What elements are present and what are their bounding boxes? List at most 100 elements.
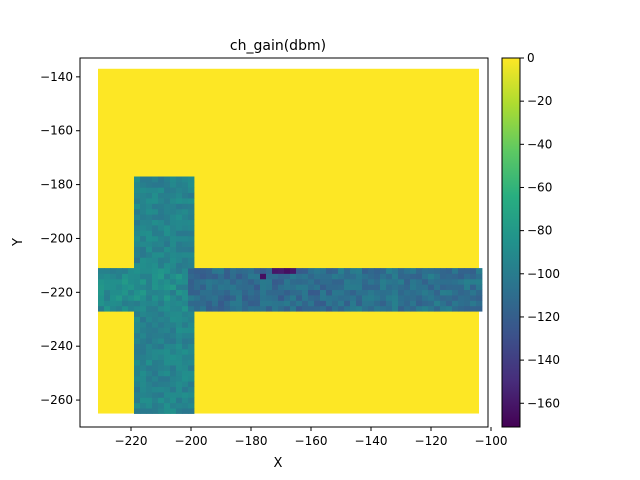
heatmap-cell — [104, 305, 111, 312]
heatmap-cell — [140, 381, 147, 387]
heatmap-cell — [254, 268, 261, 274]
heatmap-cell — [140, 284, 147, 291]
heatmap-cell — [158, 327, 165, 334]
heatmap-cell — [362, 295, 369, 301]
heatmap-cell — [152, 381, 159, 387]
colorbar-tick-label: −160 — [527, 396, 560, 410]
heatmap-cell — [398, 300, 405, 307]
heatmap-cell — [158, 198, 165, 204]
heatmap-cell — [380, 295, 387, 301]
heatmap-cell — [146, 402, 153, 409]
heatmap-cell — [146, 192, 153, 199]
heatmap-cell — [188, 359, 195, 366]
heatmap-cell — [134, 391, 141, 398]
heatmap-cell — [278, 273, 285, 280]
heatmap-cell — [152, 181, 159, 188]
heatmap-cell — [182, 365, 189, 371]
heatmap-cell — [134, 219, 141, 226]
heatmap-cell — [428, 300, 435, 307]
heatmap-cell — [260, 295, 267, 301]
heatmap-cell — [236, 268, 243, 274]
heatmap-cell — [158, 181, 165, 188]
heatmap-cell — [140, 402, 147, 409]
heatmap-cell — [326, 278, 333, 285]
heatmap-cell — [326, 305, 333, 312]
heatmap-cell — [140, 391, 147, 398]
heatmap-cell — [200, 289, 207, 296]
heatmap-cell — [164, 397, 171, 404]
heatmap-cell — [140, 343, 147, 350]
heatmap-cell — [380, 273, 387, 280]
heatmap-cell — [98, 300, 105, 307]
heatmap-cell — [176, 327, 183, 334]
heatmap-cell — [368, 305, 375, 312]
heatmap-cell — [146, 262, 153, 269]
heatmap-cell — [116, 284, 123, 291]
heatmap-cell — [194, 295, 201, 301]
heatmap-cell — [368, 289, 375, 296]
heatmap-cell — [392, 278, 399, 285]
heatmap-cell — [242, 300, 249, 307]
heatmap-cell — [260, 305, 267, 312]
heatmap-cell — [158, 316, 165, 323]
heatmap-cell — [404, 284, 411, 291]
heatmap-cell — [320, 284, 327, 291]
heatmap-cell — [260, 284, 267, 291]
heatmap-cell — [344, 273, 351, 280]
heatmap-cell — [476, 305, 483, 312]
heatmap-cell — [140, 332, 147, 339]
heatmap-cell — [194, 305, 201, 312]
heatmap-cell — [176, 332, 183, 339]
heatmap-cell — [182, 192, 189, 199]
heatmap-cell — [182, 181, 189, 188]
heatmap-cell — [134, 386, 141, 393]
heatmap-cell — [164, 295, 171, 301]
heatmap-cell — [296, 295, 303, 301]
heatmap-cell — [242, 289, 249, 296]
heatmap-cell — [182, 214, 189, 221]
heatmap-cell — [308, 305, 315, 312]
heatmap-cell — [176, 214, 183, 221]
heatmap-cell — [188, 397, 195, 404]
heatmap-cell — [188, 219, 195, 226]
heatmap-cell — [380, 300, 387, 307]
heatmap-cell — [302, 300, 309, 307]
heatmap-cell — [356, 268, 363, 274]
heatmap-cell — [188, 198, 195, 204]
heatmap-cell — [404, 278, 411, 285]
heatmap-cell — [158, 365, 165, 371]
heatmap-cell — [188, 348, 195, 355]
heatmap-cell — [188, 235, 195, 242]
heatmap-cell — [314, 284, 321, 291]
heatmap-cell — [428, 305, 435, 312]
heatmap-cell — [248, 305, 255, 312]
heatmap-cell — [176, 187, 183, 194]
heatmap-cell — [338, 268, 345, 274]
heatmap-cell — [182, 251, 189, 258]
heatmap-cell — [140, 230, 147, 237]
heatmap-cell — [98, 289, 105, 296]
heatmap-cell — [146, 187, 153, 194]
heatmap-cell — [188, 354, 195, 361]
heatmap-cell — [146, 289, 153, 296]
heatmap-cell — [182, 203, 189, 210]
heatmap-cell — [128, 289, 135, 296]
heatmap-cell — [212, 278, 219, 285]
heatmap-cell — [284, 273, 291, 280]
heatmap-cell — [194, 289, 201, 296]
heatmap-cell — [410, 278, 417, 285]
heatmap-cell — [200, 278, 207, 285]
heatmap-cell — [134, 268, 141, 274]
heatmap-cell — [176, 273, 183, 280]
heatmap-cell — [188, 300, 195, 307]
heatmap-cell — [212, 295, 219, 301]
y-axis-ticks: −140 −160 −180 −200 −220 −240 −260 — [40, 70, 80, 407]
heatmap-cell — [368, 273, 375, 280]
heatmap-cell — [230, 268, 237, 274]
heatmap-cell — [398, 268, 405, 274]
heatmap-cell — [158, 262, 165, 269]
heatmap-cell — [176, 257, 183, 264]
heatmap-cell — [266, 289, 273, 296]
heatmap-cell — [458, 273, 465, 280]
heatmap-cell — [350, 300, 357, 307]
